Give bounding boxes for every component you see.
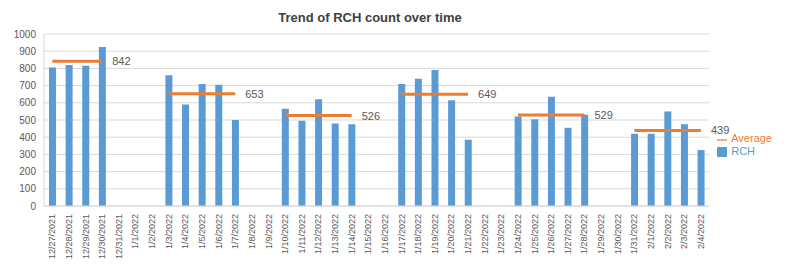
svg-text:12/28/2021: 12/28/2021 <box>64 214 74 259</box>
html-text:Trend of RCH count over time: Trend of RCH count over time <box>278 10 462 25</box>
svg-text:300: 300 <box>19 149 36 160</box>
svg-text:1/16/2022: 1/16/2022 <box>380 214 390 254</box>
svg-text:526: 526 <box>362 110 380 122</box>
svg-text:649: 649 <box>478 88 496 100</box>
svg-text:1000: 1000 <box>14 29 37 40</box>
svg-text:1/13/2022: 1/13/2022 <box>330 214 340 254</box>
svg-text:12/31/2021: 12/31/2021 <box>114 214 124 259</box>
svg-text:653: 653 <box>245 88 263 100</box>
svg-text:12/30/2021: 12/30/2021 <box>97 214 107 259</box>
svg-text:1/20/2022: 1/20/2022 <box>446 214 456 254</box>
svg-text:1/10/2022: 1/10/2022 <box>280 214 290 254</box>
svg-text:1/19/2022: 1/19/2022 <box>430 214 440 254</box>
svg-text:1/9/2022: 1/9/2022 <box>264 214 274 249</box>
svg-text:1/30/2022: 1/30/2022 <box>613 214 623 254</box>
svg-text:1/22/2022: 1/22/2022 <box>480 214 490 254</box>
svg-text:700: 700 <box>19 80 36 91</box>
svg-text:0: 0 <box>30 201 36 212</box>
svg-text:1/8/2022: 1/8/2022 <box>247 214 257 249</box>
svg-text:2/2/2022: 2/2/2022 <box>663 214 673 249</box>
html-text:RCH: RCH <box>731 144 756 157</box>
svg-text:1/7/2022: 1/7/2022 <box>230 214 240 249</box>
svg-text:800: 800 <box>19 63 36 74</box>
svg-text:1/2/2022: 1/2/2022 <box>147 214 157 249</box>
svg-text:1/18/2022: 1/18/2022 <box>413 214 423 254</box>
svg-text:1/4/2022: 1/4/2022 <box>180 214 190 249</box>
svg-text:200: 200 <box>19 166 36 177</box>
svg-text:1/5/2022: 1/5/2022 <box>197 214 207 249</box>
svg-text:1/11/2022: 1/11/2022 <box>297 214 307 253</box>
svg-text:1/27/2022: 1/27/2022 <box>563 214 573 254</box>
svg-text:1/24/2022: 1/24/2022 <box>513 214 523 254</box>
svg-text:1/3/2022: 1/3/2022 <box>164 214 174 249</box>
svg-text:12/29/2021: 12/29/2021 <box>81 214 91 259</box>
svg-text:1/23/2022: 1/23/2022 <box>496 214 506 254</box>
svg-text:529: 529 <box>594 109 612 121</box>
svg-text:500: 500 <box>19 115 36 126</box>
svg-text:400: 400 <box>19 132 36 143</box>
svg-text:1/6/2022: 1/6/2022 <box>214 214 224 249</box>
svg-text:12/27/2021: 12/27/2021 <box>47 214 57 259</box>
svg-text:1/17/2022: 1/17/2022 <box>397 214 407 254</box>
svg-text:900: 900 <box>19 46 36 57</box>
svg-text:1/15/2022: 1/15/2022 <box>363 214 373 254</box>
svg-text:1/12/2022: 1/12/2022 <box>313 214 323 254</box>
svg-text:2/1/2022: 2/1/2022 <box>646 214 656 249</box>
svg-text:600: 600 <box>19 97 36 108</box>
svg-text:1/31/2022: 1/31/2022 <box>629 214 639 254</box>
svg-text:1/25/2022: 1/25/2022 <box>530 214 540 254</box>
svg-text:439: 439 <box>711 124 729 136</box>
svg-text:842: 842 <box>112 55 130 67</box>
svg-text:100: 100 <box>19 183 36 194</box>
svg-text:1/29/2022: 1/29/2022 <box>596 214 606 254</box>
svg-text:1/28/2022: 1/28/2022 <box>579 214 589 254</box>
svg-text:1/26/2022: 1/26/2022 <box>546 214 556 254</box>
svg-text:1/21/2022: 1/21/2022 <box>463 214 473 254</box>
svg-text:1/1/2022: 1/1/2022 <box>130 214 140 249</box>
svg-text:2/3/2022: 2/3/2022 <box>679 214 689 249</box>
svg-text:1/14/2022: 1/14/2022 <box>347 214 357 254</box>
svg-text:2/4/2022: 2/4/2022 <box>696 214 706 249</box>
html-text:Average: Average <box>731 132 772 145</box>
